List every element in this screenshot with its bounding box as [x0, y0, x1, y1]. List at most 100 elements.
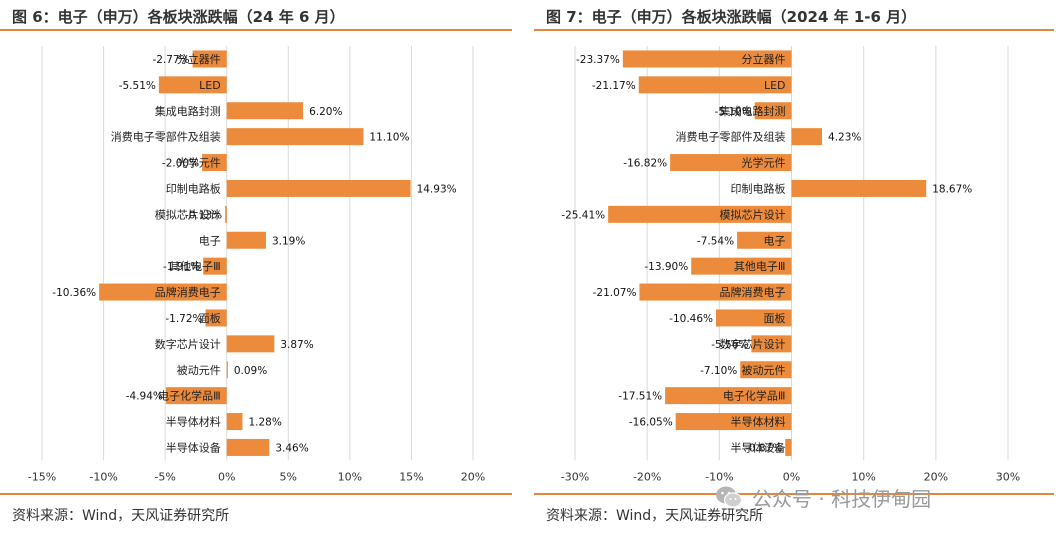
bar — [226, 102, 304, 120]
category-label: 电子 — [199, 234, 221, 247]
data-label: -21.17% — [592, 80, 636, 92]
category-label: 半导体材料 — [166, 415, 221, 429]
data-label: 11.10% — [369, 132, 409, 144]
x-tick-label: 15% — [399, 470, 423, 483]
x-tick-label: 0% — [783, 470, 800, 483]
x-tick-label: -30% — [561, 470, 589, 483]
data-label: -7.54% — [697, 235, 734, 247]
footer-rule — [534, 493, 1054, 495]
category-label: 印制电路板 — [731, 181, 786, 195]
category-label: 分立器件 — [742, 52, 786, 66]
footer-rule — [0, 493, 512, 495]
bar — [226, 231, 266, 249]
x-tick-label: 30% — [996, 470, 1020, 483]
bar — [751, 335, 792, 353]
category-label: 被动元件 — [177, 364, 221, 377]
category-label: 数字芯片设计 — [155, 337, 221, 351]
bar — [203, 257, 227, 275]
bar — [716, 309, 792, 327]
category-label: 半导体材料 — [731, 415, 786, 429]
category-label: LED — [199, 79, 221, 92]
x-tick-label: 20% — [924, 470, 948, 483]
category-label: 品牌消费电子 — [155, 285, 221, 299]
bar — [99, 283, 227, 301]
bar — [791, 179, 927, 197]
data-label: 3.87% — [280, 339, 313, 351]
category-label: 电子化学品Ⅲ — [723, 389, 786, 403]
chart-title: 图 7：电子（申万）各板块涨跌幅（2024 年 1-6 月） — [546, 8, 917, 26]
category-label: 分立器件 — [177, 52, 221, 66]
title-rule — [534, 29, 1054, 31]
category-label: 半导体设备 — [166, 440, 221, 454]
x-tick-label: -10% — [89, 470, 117, 483]
category-label: 消费电子零部件及组装 — [111, 130, 221, 144]
data-label: -21.07% — [593, 287, 637, 299]
bar-chart-right: -30% -20% -10% 0% 10% 20% 30% 分立器件 -23.37% LED -21… — [561, 46, 1020, 483]
category-label: 光学元件 — [177, 156, 221, 170]
data-label: 6.20% — [309, 106, 342, 118]
data-label: -0.13% — [185, 209, 222, 221]
bar — [226, 413, 243, 431]
chart-panel-left: 图 6：电子（申万）各板块涨跌幅（24 年 6 月） -15% -10% -5% 0%… — [0, 0, 520, 538]
bar — [165, 387, 227, 405]
category-label: 其他电子Ⅲ — [734, 260, 786, 273]
x-tick-label: -15% — [28, 470, 56, 483]
data-label: -7.10% — [700, 365, 737, 377]
title-rule — [0, 29, 512, 31]
data-label: -5.56% — [711, 339, 748, 351]
bar — [225, 205, 227, 223]
category-label: 集成电路封测 — [155, 104, 221, 118]
category-label: 模拟芯片设计 — [720, 207, 786, 221]
data-label: -5.51% — [119, 80, 156, 92]
x-tick-label: 10% — [338, 470, 362, 483]
category-label: 模拟芯片设计 — [155, 207, 221, 221]
bar — [665, 387, 792, 405]
bar — [192, 50, 227, 68]
category-label: 面板 — [764, 311, 786, 325]
source-note: 资料来源：Wind，天风证券研究所 — [546, 508, 764, 524]
category-label: 消费电子零部件及组装 — [676, 130, 786, 144]
source-note: 资料来源：Wind，天风证券研究所 — [12, 508, 230, 524]
category-label: 品牌消费电子 — [720, 285, 786, 299]
bar — [226, 438, 270, 456]
watermark: 公众号 · 科技伊甸园 — [714, 480, 1044, 514]
bar — [608, 205, 792, 223]
x-tick-label: 5% — [280, 470, 297, 483]
data-label: 14.93% — [417, 183, 457, 195]
bar — [226, 361, 228, 379]
data-label: 0.09% — [234, 365, 267, 377]
category-label: 面板 — [199, 311, 221, 325]
watermark-text: 公众号 · 科技伊甸园 — [752, 486, 932, 511]
data-label: -16.05% — [629, 417, 673, 429]
bar — [158, 76, 227, 94]
category-label: LED — [764, 79, 786, 92]
category-label: 光学元件 — [742, 156, 786, 170]
bar — [638, 76, 792, 94]
category-label: 印制电路板 — [166, 181, 221, 195]
data-label: -16.82% — [623, 158, 667, 170]
bar — [622, 50, 792, 68]
bar — [740, 361, 792, 379]
data-label: 4.23% — [828, 132, 861, 144]
category-label: 集成电路封测 — [720, 104, 786, 118]
bar — [205, 309, 227, 327]
category-label: 被动元件 — [742, 364, 786, 377]
data-label: -10.46% — [669, 313, 713, 325]
data-label: -1.72% — [165, 313, 202, 325]
bar — [226, 128, 364, 146]
category-label: 电子 — [764, 234, 786, 247]
data-label: 3.46% — [275, 442, 308, 454]
data-label: -10.36% — [52, 287, 96, 299]
bar — [785, 438, 792, 456]
bar — [226, 335, 275, 353]
bar — [226, 179, 411, 197]
data-label: -25.41% — [561, 209, 605, 221]
bar — [691, 257, 792, 275]
x-tick-label: 10% — [851, 470, 875, 483]
chart-panel-right: 图 7：电子（申万）各板块涨跌幅（2024 年 1-6 月） -30% -20% -… — [534, 0, 1064, 538]
bar — [639, 283, 792, 301]
data-label: -2.77% — [152, 54, 189, 66]
bar — [737, 231, 792, 249]
category-label: 半导体设备 — [731, 440, 786, 454]
x-tick-label: -20% — [633, 470, 661, 483]
